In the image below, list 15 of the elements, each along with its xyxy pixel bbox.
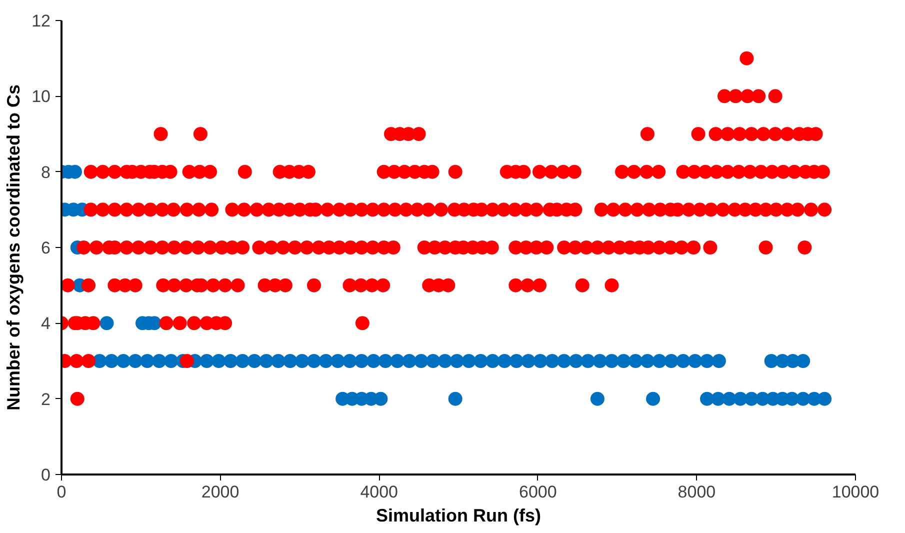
y-tick-label: 4	[41, 314, 51, 334]
x-tick-label: 10000	[832, 482, 880, 502]
y-tick-label: 6	[41, 238, 51, 258]
x-tick-label: 6000	[518, 482, 557, 502]
y-tick-label: 10	[32, 87, 51, 106]
y-tick-label: 8	[41, 162, 51, 182]
x-tick-label: 4000	[360, 482, 398, 502]
x-axis-title: Simulation Run (fs)	[376, 506, 542, 526]
y-axis-title: Number of oxygens coordinated to Cs	[4, 84, 24, 411]
y-tick-label: 2	[41, 390, 51, 409]
y-tick-label: 0	[41, 466, 51, 484]
x-tick-label: 0	[56, 482, 66, 502]
x-tick-label: 2000	[201, 482, 240, 502]
x-tick-label: 8000	[678, 482, 716, 502]
y-tick-label: 12	[32, 12, 51, 30]
